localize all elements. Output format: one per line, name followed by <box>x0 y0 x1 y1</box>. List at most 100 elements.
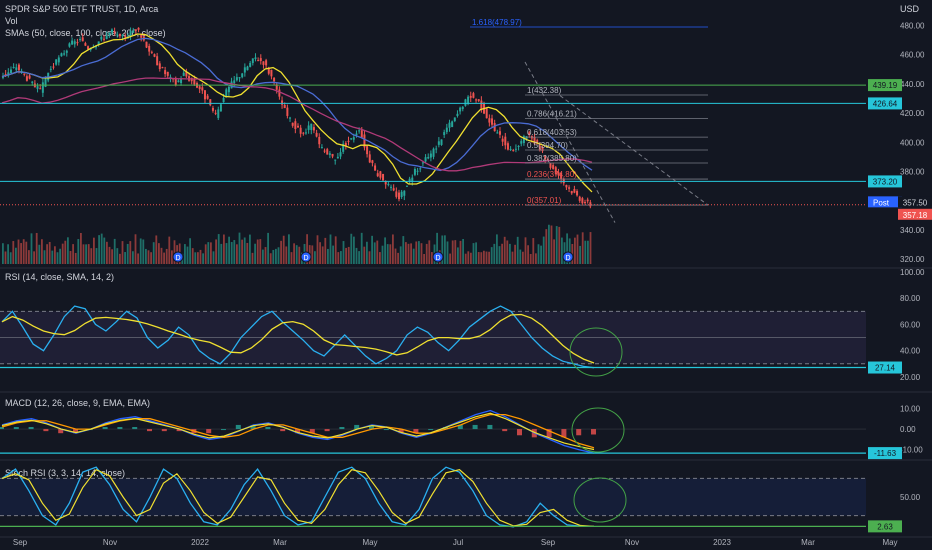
volume-bar <box>449 253 451 264</box>
fib-level-label: 0.382(385.80) <box>527 154 577 163</box>
candle-body <box>323 150 326 152</box>
volume-bar <box>405 242 407 264</box>
volume-bar <box>119 253 121 264</box>
candle-body <box>408 178 411 182</box>
candle-body <box>291 122 294 126</box>
candle-body <box>283 104 286 109</box>
macd-histogram-bar <box>398 429 404 434</box>
candle-body <box>374 165 377 171</box>
price-tick-label: 320.00 <box>900 255 925 264</box>
dividend-icon-letter: D <box>303 255 308 262</box>
candle-body <box>113 31 116 33</box>
sma200-line <box>1 77 593 172</box>
volume-bar <box>90 248 93 264</box>
volume-bar <box>230 242 233 264</box>
volume-bar <box>488 251 490 264</box>
volume-bar <box>43 250 46 264</box>
volume-bar <box>379 252 381 264</box>
candle-body <box>387 183 390 185</box>
volume-bar <box>267 232 269 264</box>
stoch-marker-tag <box>868 520 902 533</box>
candle-body <box>379 171 382 178</box>
candle-body <box>166 71 169 76</box>
price-tick-label: 480.00 <box>900 22 925 31</box>
volume-bar <box>121 241 124 264</box>
fib-level-label: 1(432.38) <box>527 86 562 95</box>
rsi-tick-label: 20.00 <box>900 373 921 382</box>
candle-body <box>573 188 576 193</box>
volume-bar <box>373 242 376 264</box>
volume-bar <box>397 252 399 264</box>
volume-bar <box>353 236 355 264</box>
candle-body <box>310 123 313 131</box>
macd-histogram-bar <box>280 429 286 432</box>
volume-bar <box>498 246 501 264</box>
candle-body <box>461 106 464 110</box>
rsi-marker-label: 27.14 <box>875 364 896 373</box>
volume-bar <box>350 233 353 264</box>
candle-body <box>153 54 156 57</box>
macd-histogram-bar <box>472 424 478 430</box>
candle-body <box>589 202 592 207</box>
volume-bar <box>444 235 446 264</box>
candle-body <box>289 117 292 119</box>
candle-body <box>429 153 432 158</box>
dividend-icon-letter: D <box>435 255 440 262</box>
candle-body <box>97 41 100 45</box>
candle-body <box>15 67 18 70</box>
candle-body <box>552 165 555 169</box>
candle-body <box>182 72 185 76</box>
candle-body <box>318 136 321 145</box>
volume-bar <box>555 226 558 264</box>
volume-bar <box>106 241 108 264</box>
candle-body <box>578 196 581 201</box>
macd-histogram-bar <box>309 429 315 434</box>
candle-body <box>52 66 55 68</box>
trend-channel-line <box>559 95 709 206</box>
volume-bar <box>376 240 379 264</box>
volume-bar <box>82 244 85 264</box>
candle-body <box>432 148 435 157</box>
macd-histogram-bar <box>369 424 374 430</box>
price-tick-label: 460.00 <box>900 51 925 60</box>
volume-bar <box>147 250 150 264</box>
macd-extra-line <box>1 412 595 451</box>
candle-body <box>427 157 430 159</box>
volume-bar <box>566 233 568 264</box>
stoch-title: Stoch RSI (3, 3, 14, 14, close) <box>5 468 125 478</box>
level-price-tag <box>868 79 902 92</box>
candle-body <box>254 57 257 60</box>
candle-body <box>206 95 209 99</box>
candle-body <box>485 108 488 119</box>
candle-body <box>275 84 278 90</box>
candle-body <box>273 77 276 82</box>
volume-bar <box>126 243 129 264</box>
candle-body <box>44 78 47 87</box>
volume-bar <box>4 251 7 264</box>
volume-bar <box>238 232 241 264</box>
volume-bar <box>451 240 454 264</box>
macd-histogram-bar <box>383 429 389 431</box>
candle-body <box>352 137 355 140</box>
candle-body <box>41 82 44 93</box>
candle-body <box>281 100 284 105</box>
candle-body <box>299 127 302 134</box>
rsi-tick-label: 40.00 <box>900 347 921 356</box>
candle-body <box>437 141 440 145</box>
candle-body <box>145 41 148 48</box>
volume-bar <box>38 244 41 264</box>
volume-bar <box>589 232 592 264</box>
price-tick-label: 420.00 <box>900 109 925 118</box>
volume-bar <box>264 247 267 264</box>
fib-level-label: 0.236(374.80) <box>527 170 577 179</box>
stoch-d-line <box>1 468 595 527</box>
volume-bar <box>93 237 95 264</box>
candle-body <box>390 186 393 188</box>
volume-bar <box>204 244 207 264</box>
candle-body <box>17 64 20 71</box>
volume-bar <box>17 239 20 264</box>
volume-bar <box>483 250 485 264</box>
volume-bar <box>191 248 194 264</box>
volume-bar <box>516 236 519 264</box>
